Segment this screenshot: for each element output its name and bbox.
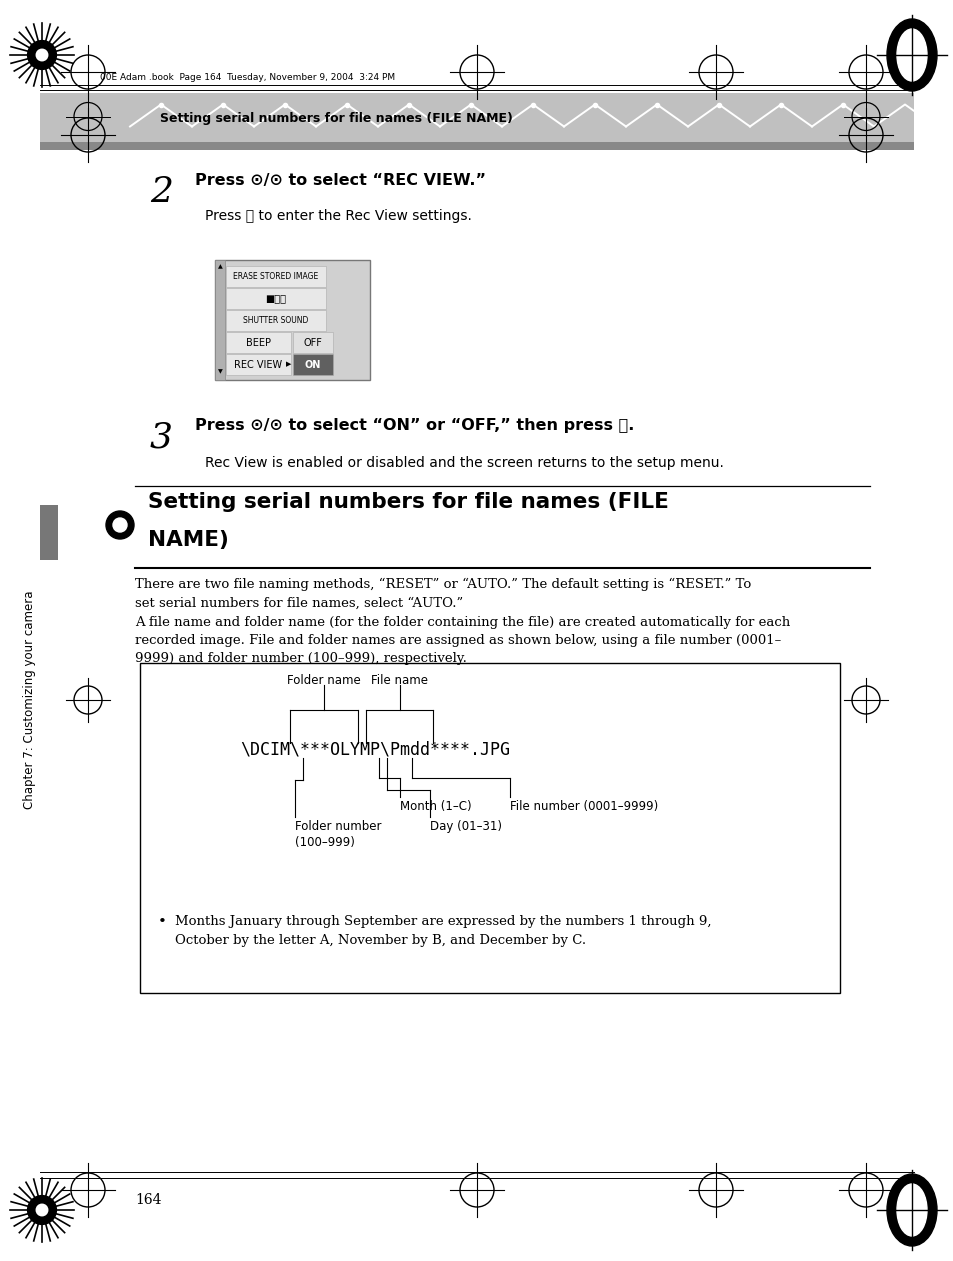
Text: Press ⊙/⊙ to select “REC VIEW.”: Press ⊙/⊙ to select “REC VIEW.” — [194, 173, 485, 188]
Text: (100–999): (100–999) — [294, 836, 355, 849]
Text: BEEP: BEEP — [246, 338, 271, 348]
Bar — [226, 332, 291, 353]
Bar — [293, 332, 333, 353]
Text: Folder number: Folder number — [294, 820, 381, 834]
Text: October by the letter A, November by B, and December by C.: October by the letter A, November by B, … — [174, 934, 585, 947]
Text: 164: 164 — [135, 1193, 161, 1207]
Text: 9999) and folder number (100–999), respectively.: 9999) and folder number (100–999), respe… — [135, 652, 466, 665]
Circle shape — [112, 518, 127, 532]
Text: 3: 3 — [150, 420, 172, 454]
Bar — [226, 288, 326, 309]
Text: Month (1–C): Month (1–C) — [399, 799, 471, 813]
Text: Press Ⓐ to enter the Rec View settings.: Press Ⓐ to enter the Rec View settings. — [205, 209, 472, 223]
Text: Folder name: Folder name — [287, 673, 360, 687]
Text: File name: File name — [371, 673, 428, 687]
Circle shape — [36, 1204, 48, 1216]
Ellipse shape — [896, 1184, 926, 1236]
Circle shape — [28, 40, 56, 69]
Text: Setting serial numbers for file names (FILE: Setting serial numbers for file names (F… — [148, 492, 668, 512]
Bar — [226, 354, 291, 375]
Text: 2: 2 — [150, 175, 172, 209]
Text: 00E Adam .book  Page 164  Tuesday, November 9, 2004  3:24 PM: 00E Adam .book Page 164 Tuesday, Novembe… — [100, 73, 395, 82]
Bar — [40, 142, 913, 150]
Ellipse shape — [886, 1174, 936, 1246]
Bar — [226, 266, 326, 288]
Text: Day (01–31): Day (01–31) — [430, 820, 501, 834]
Bar — [40, 504, 58, 560]
Bar — [214, 260, 370, 380]
Text: File number (0001–9999): File number (0001–9999) — [510, 799, 658, 813]
Circle shape — [106, 511, 133, 538]
Text: Rec View is enabled or disabled and the screen returns to the setup menu.: Rec View is enabled or disabled and the … — [205, 456, 723, 470]
Text: set serial numbers for file names, select “AUTO.”: set serial numbers for file names, selec… — [135, 596, 463, 610]
Text: ■⧧⧧: ■⧧⧧ — [265, 294, 286, 304]
Text: ON: ON — [305, 359, 321, 369]
Text: OFF: OFF — [303, 338, 322, 348]
Text: SHUTTER SOUND: SHUTTER SOUND — [243, 317, 309, 325]
Bar — [226, 310, 326, 330]
Text: ERASE STORED IMAGE: ERASE STORED IMAGE — [233, 272, 318, 281]
Text: \DCIM\***OLYMP\Pmdd****.JPG: \DCIM\***OLYMP\Pmdd****.JPG — [240, 741, 510, 759]
Text: ▶: ▶ — [286, 362, 292, 367]
Text: Months January through September are expressed by the numbers 1 through 9,: Months January through September are exp… — [174, 915, 711, 928]
Bar — [293, 354, 333, 375]
Text: NAME): NAME) — [148, 530, 229, 550]
Ellipse shape — [886, 19, 936, 91]
Text: ▼: ▼ — [217, 369, 222, 375]
Text: Press ⊙/⊙ to select “ON” or “OFF,” then press Ⓐ.: Press ⊙/⊙ to select “ON” or “OFF,” then … — [194, 417, 634, 433]
Text: REC VIEW: REC VIEW — [234, 359, 282, 369]
Ellipse shape — [896, 29, 926, 81]
Bar — [40, 93, 913, 150]
Text: Setting serial numbers for file names (FILE NAME): Setting serial numbers for file names (F… — [160, 112, 513, 125]
Bar — [214, 260, 225, 380]
Text: recorded image. File and folder names are assigned as shown below, using a file : recorded image. File and folder names ar… — [135, 634, 781, 647]
Text: There are two file naming methods, “RESET” or “AUTO.” The default setting is “RE: There are two file naming methods, “RESE… — [135, 578, 750, 591]
Circle shape — [36, 49, 48, 61]
Circle shape — [28, 1195, 56, 1224]
Text: A file name and folder name (for the folder containing the file) are created aut: A file name and folder name (for the fol… — [135, 617, 789, 629]
Text: ▲: ▲ — [217, 264, 222, 269]
Text: •: • — [157, 915, 166, 929]
Text: Chapter 7: Customizing your camera: Chapter 7: Customizing your camera — [24, 590, 36, 810]
Bar — [140, 663, 840, 992]
